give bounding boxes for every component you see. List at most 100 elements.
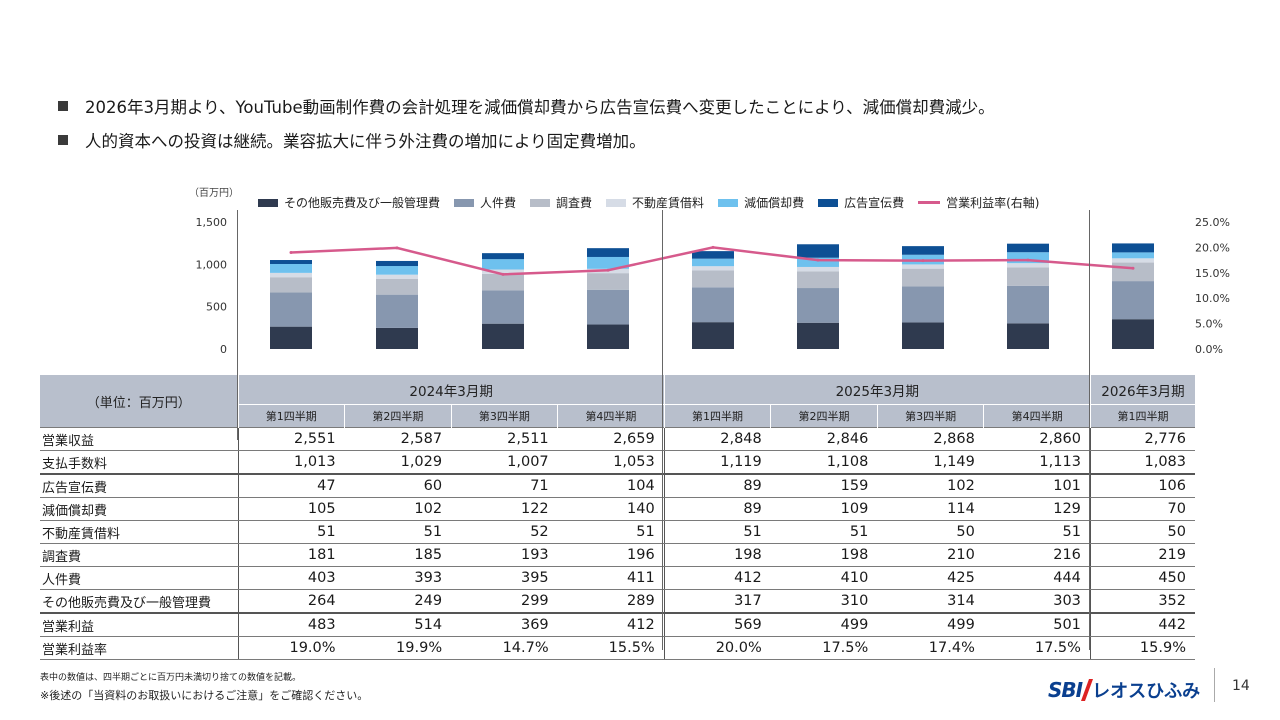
bar-segment [587,289,629,325]
row-label: 営業収益 [40,427,239,451]
disclaimer-note: ※後述の「当資料のお取扱いにおけるご注意」をご確認ください。 [40,689,369,702]
bar-segment [902,268,944,287]
table-cell: 412 [663,566,771,590]
quarter-header: 第1四半期 [1089,404,1195,428]
fiscal-year-header: 2025年3月期 [663,375,1091,405]
legend-swatch [530,198,551,207]
legend-swatch [454,198,475,207]
row-label: 広告宣伝費 [40,474,239,498]
table-cell: 1,029 [344,450,452,475]
table-cell: 101 [983,474,1091,498]
bar-segment [797,271,839,289]
bullet-text: 人的資本への投資は継続。業容拡大に伴う外注費の増加により固定費増加。 [85,132,646,151]
legend-label: 人件費 [480,196,517,210]
table-cell: 181 [237,543,345,567]
bar-segment [482,290,524,324]
bar-segment [1007,263,1049,268]
table-cell: 19.0% [237,636,345,660]
table-cell: 71 [451,474,558,498]
row-label: 減価償却費 [40,497,239,521]
table-cell: 70 [1089,497,1195,521]
y-axis-left-tick-label: 500 [206,301,227,314]
table-cell: 501 [983,613,1091,637]
table-cell: 51 [344,520,452,544]
y-axis-right-tick-label: 20.0% [1195,241,1230,254]
page-number-divider [1214,668,1215,702]
bar-segment [1007,243,1049,253]
legend-label: 広告宣伝費 [844,196,905,210]
bar-segment [376,278,418,295]
table-cell: 47 [237,474,345,498]
y-axis-right-tick-label: 15.0% [1195,267,1230,280]
table-cell: 51 [663,520,771,544]
bar-segment [376,260,418,267]
y-axis-right-tick-label: 5.0% [1195,318,1223,331]
quarter-header: 第2四半期 [770,404,878,428]
table-cell: 50 [877,520,984,544]
operating-margin-point [289,250,293,254]
table-cell: 1,007 [451,450,558,475]
table-cell: 210 [877,543,984,567]
bar-segment [1007,252,1049,264]
logo-name-text: レオスひふみ [1092,681,1201,702]
table-cell: 395 [451,566,558,590]
row-label: 不動産賃借料 [40,520,239,544]
bar-segment [482,253,524,260]
table-cell: 15.5% [557,636,665,660]
chart-legend: その他販売費及び一般管理費 人件費 調査費 不動産賃借料 減価償却費 広告宣伝費 営業利益率… [258,194,1053,211]
table-cell: 51 [237,520,345,544]
table-cell: 1,119 [663,450,771,475]
y-axis-right-tick-label: 0.0% [1195,343,1223,356]
table-cell: 499 [877,613,984,637]
table-cell: 2,868 [877,427,984,451]
table-cell: 303 [983,589,1091,614]
table-cell: 369 [451,613,558,637]
table-cell: 17.4% [877,636,984,660]
table-cell: 2,846 [770,427,878,451]
table-cell: 109 [770,497,878,521]
bar-segment [587,256,629,269]
table-cell: 106 [1089,474,1195,498]
fiscal-year-header: 2026年3月期 [1089,375,1195,405]
table-cell: 114 [877,497,984,521]
table-cell: 499 [770,613,878,637]
table-cell: 2,860 [983,427,1091,451]
table-cell: 393 [344,566,452,590]
operating-margin-point [711,245,715,249]
bar-segment [692,251,734,259]
table-cell: 2,659 [557,427,665,451]
bar-segment [376,294,418,328]
legend-swatch [606,198,627,207]
bar-segment [1112,243,1154,253]
stacked-bar-chart: 0 500 1,000 1,500 0.0% 5.0% 10.0% 15.0% 20.0% 25.… [196,216,1230,356]
bullet-text: 2026年3月期より、YouTube動画制作費の会計処理を減価償却費から広告宣伝… [85,98,995,117]
bar-segment [1007,267,1049,286]
bar-segment [376,327,418,349]
legend-item: その他販売費及び一般管理費 [258,194,440,211]
legend-label: 調査費 [556,196,593,210]
table-cell: 289 [557,589,665,614]
bar-segment [797,257,839,267]
table-cell: 1,149 [877,450,984,475]
bar-segment [797,244,839,258]
row-label: 人件費 [40,566,239,590]
table-row: 支払手数料 1,013 1,029 1,007 1,053 1,119 1,108 1,149… [40,450,1195,475]
bar-segment [902,264,944,269]
bullet-item: 2026年3月期より、YouTube動画制作費の会計処理を減価償却費から広告宣伝… [58,92,995,120]
bar-segment [1112,262,1154,282]
bar-segment [692,322,734,349]
bar-segment [482,259,524,270]
fiscal-year-header: 2024年3月期 [237,375,665,405]
table-cell: 450 [1089,566,1195,590]
table-cell: 17.5% [770,636,878,660]
table-cell: 410 [770,566,878,590]
legend-label: 不動産賃借料 [632,196,705,210]
table-cell: 310 [770,589,878,614]
bar-segment [797,266,839,272]
chart-axis-line [237,210,238,440]
financial-table: （単位：百万円） 2024年3月期 2025年3月期 2026年3月期 第1四半期第… [40,375,1195,660]
row-label: 営業利益 [40,613,239,637]
table-cell: 352 [1089,589,1195,614]
bar-segment [1007,285,1049,324]
table-cell: 444 [983,566,1091,590]
